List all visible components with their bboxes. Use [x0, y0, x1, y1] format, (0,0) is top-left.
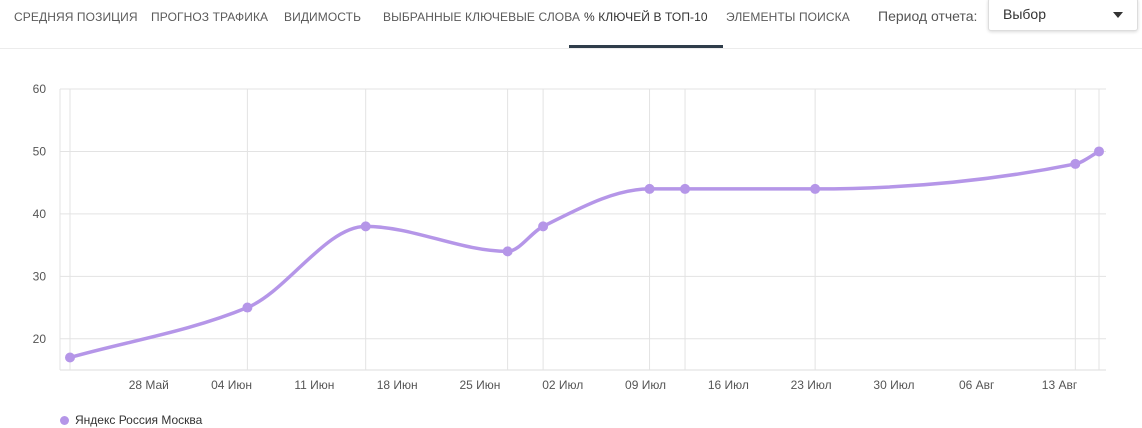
data-point	[644, 183, 655, 194]
x-axis: 28 Май 04 Июн 11 Июн 18 Июн 25 Июн 02 Июл 09 И…	[129, 378, 1078, 392]
period-label: Период отчета:	[878, 8, 978, 24]
y-tick-label: 50	[33, 144, 47, 158]
data-point	[538, 221, 549, 232]
tab-label: Прогноз трафика	[151, 10, 269, 24]
x-tick-label: 30 Июл	[873, 378, 914, 392]
data-point	[810, 183, 821, 194]
y-tick-label: 40	[33, 207, 47, 221]
x-tick-label: 25 Июн	[459, 378, 500, 392]
data-point	[1094, 146, 1104, 157]
data-point	[65, 352, 75, 363]
y-tick-label: 60	[33, 82, 47, 96]
x-tick-label: 09 Июл	[625, 378, 666, 392]
y-axis: 20 30 40 50 60	[33, 82, 47, 346]
series-line	[68, 149, 1101, 360]
x-tick-label: 11 Июн	[294, 378, 334, 392]
tab-label: Видимость	[284, 10, 362, 24]
tab-search-elements[interactable]: Элементы поиска	[726, 0, 850, 48]
chart-series	[65, 146, 1104, 363]
report-tabs: Средняя позиция Прогноз трафика Видимост…	[0, 0, 1142, 49]
data-point	[1070, 158, 1081, 169]
x-tick-label: 06 Авг	[959, 378, 995, 392]
tab-label: % ключей в ТОП-10	[584, 10, 708, 24]
legend-marker	[60, 415, 69, 425]
data-point	[680, 183, 691, 194]
line-chart: 20 30 40 50 60 28 Май 04 Июн 11 Июн 18 Июн 25 Ию…	[33, 82, 1106, 392]
x-tick-label: 13 Авг	[1042, 378, 1078, 392]
x-tick-label: 02 Июл	[542, 378, 583, 392]
tab-top10-keywords[interactable]: % ключей в ТОП-10	[569, 0, 723, 48]
active-tab-indicator	[569, 45, 723, 48]
y-tick-label: 30	[33, 269, 47, 283]
tab-visibility[interactable]: Видимость	[284, 0, 361, 48]
data-point	[242, 302, 253, 313]
legend-label: Яндекс Россия Москва	[75, 413, 203, 427]
tab-label: Выбранные ключевые слова	[383, 10, 581, 24]
tab-label: Средняя позиция	[14, 10, 138, 24]
x-tick-label: 04 Июн	[211, 378, 252, 392]
data-point	[360, 221, 371, 232]
tab-average-position[interactable]: Средняя позиция	[14, 0, 138, 48]
data-point	[502, 246, 513, 257]
x-tick-label: 23 Июл	[791, 378, 832, 392]
x-tick-label: 16 Июл	[708, 378, 749, 392]
chevron-down-icon	[1113, 12, 1123, 18]
period-select[interactable]: Выбор	[988, 0, 1138, 31]
y-tick-label: 20	[33, 332, 47, 346]
chart-legend[interactable]: Яндекс Россия Москва	[60, 412, 202, 428]
tab-selected-keywords[interactable]: Выбранные ключевые слова	[383, 0, 580, 48]
period-select-value: Выбор	[1003, 6, 1046, 22]
chart-grid	[59, 88, 1106, 371]
x-tick-label: 18 Июн	[377, 378, 418, 392]
tab-label: Элементы поиска	[726, 10, 850, 24]
x-tick-label: 28 Май	[129, 378, 169, 392]
tab-traffic-forecast[interactable]: Прогноз трафика	[151, 0, 268, 48]
